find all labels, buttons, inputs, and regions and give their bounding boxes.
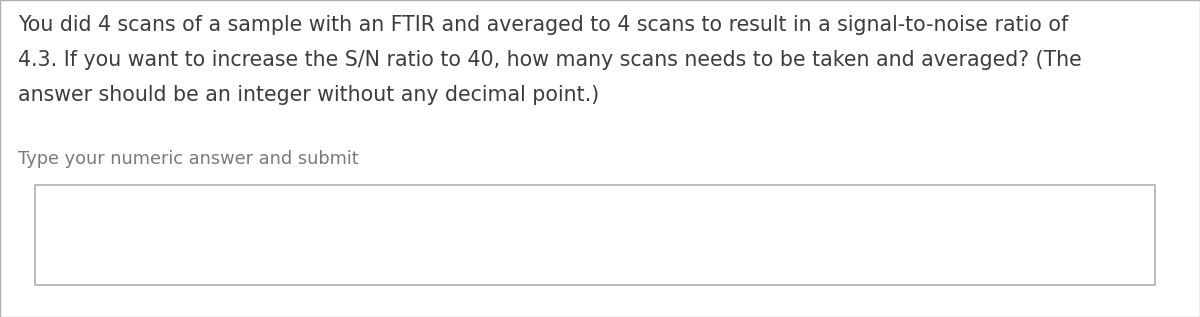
Text: 4.3. If you want to increase the S/N ratio to 40, how many scans needs to be tak: 4.3. If you want to increase the S/N rat… <box>18 50 1081 70</box>
Text: Type your numeric answer and submit: Type your numeric answer and submit <box>18 150 359 168</box>
Text: answer should be an integer without any decimal point.): answer should be an integer without any … <box>18 85 599 105</box>
FancyBboxPatch shape <box>35 185 1154 285</box>
Text: You did 4 scans of a sample with an FTIR and averaged to 4 scans to result in a : You did 4 scans of a sample with an FTIR… <box>18 15 1068 35</box>
